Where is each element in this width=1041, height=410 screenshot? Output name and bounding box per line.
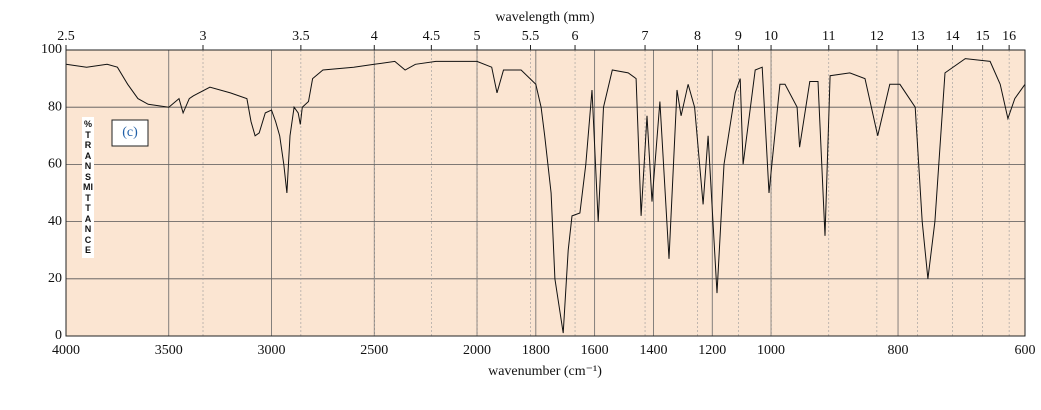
x-tick-label: 600	[1015, 343, 1036, 358]
x-tick-label: 1600	[581, 343, 609, 358]
x-tick-label: 2500	[360, 343, 388, 358]
x2-tick-label: 10	[764, 29, 778, 44]
x-tick-label: 1800	[522, 343, 550, 358]
x2-tick-label: 9	[735, 29, 742, 44]
x-tick-label: 1200	[698, 343, 726, 358]
x2-tick-label: 12	[870, 29, 884, 44]
x-tick-label: 3000	[258, 343, 286, 358]
x2-tick-label: 6	[572, 29, 579, 44]
x2-tick-label: 2.5	[57, 29, 75, 44]
spectrum	[65, 58, 1026, 334]
x2-tick-label: 13	[911, 29, 925, 44]
y-tick-label: 40	[48, 214, 62, 229]
x2-tick-label: 5.5	[522, 29, 540, 44]
x-tick-label: 1000	[757, 343, 785, 358]
y-tick-label: 20	[48, 271, 62, 286]
x-tick-label: 800	[888, 343, 909, 358]
annotation: (c)	[122, 125, 138, 140]
x2-tick-label: 16	[1002, 29, 1016, 44]
y-axis-title: % TRANSMITTANCE	[82, 117, 94, 258]
x-tick-label: 2000	[463, 343, 491, 358]
x2-tick-label: 5	[474, 29, 481, 44]
spectrum-line	[65, 58, 1026, 334]
x2-tick-label: 7	[642, 29, 649, 44]
x-tick-label: 1400	[639, 343, 667, 358]
plot-frame	[65, 49, 1026, 337]
annotation-box	[111, 119, 149, 147]
x2-tick-label: 4.5	[423, 29, 441, 44]
x2-tick-label: 4	[371, 29, 378, 44]
x2-tick-label: 3	[200, 29, 207, 44]
x-tick-label: 3500	[155, 343, 183, 358]
x2-tick-label: 11	[822, 29, 835, 44]
x-axis-title: wavenumber (cm⁻¹)	[488, 364, 602, 379]
x2-axis-title: wavelength (mm)	[495, 10, 594, 25]
y-tick-label: 60	[48, 157, 62, 172]
x2-tick-label: 14	[945, 29, 959, 44]
x2-tick-label: 15	[976, 29, 990, 44]
x2-tick-label: 3.5	[292, 29, 310, 44]
plot-area	[66, 50, 1025, 336]
y-tick-label: 80	[48, 99, 62, 114]
y-tick-label: 0	[55, 328, 62, 343]
y-tick-label: 100	[41, 42, 62, 57]
x2-tick-label: 8	[694, 29, 701, 44]
x-tick-label: 4000	[52, 343, 80, 358]
